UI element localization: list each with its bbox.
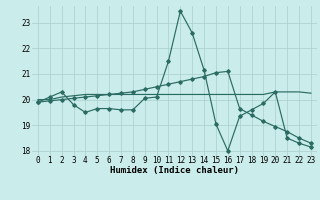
X-axis label: Humidex (Indice chaleur): Humidex (Indice chaleur) [110, 166, 239, 175]
